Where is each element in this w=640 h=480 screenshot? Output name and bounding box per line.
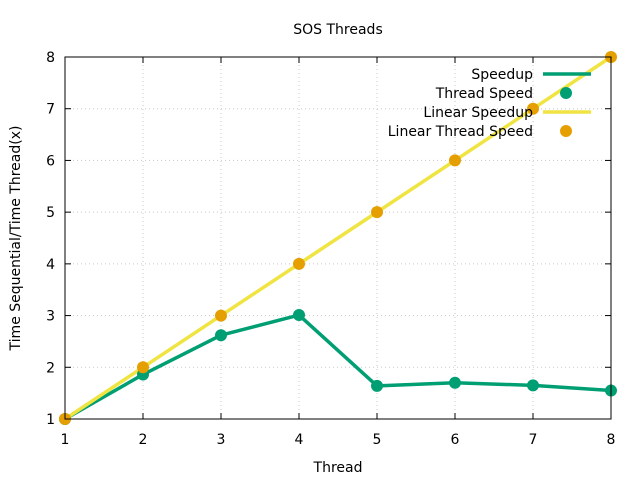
y-tick-label: 8 — [46, 50, 55, 66]
legend-label: Thread Speed — [435, 86, 533, 102]
series-line-speedup — [64, 313, 612, 421]
y-tick-label: 6 — [46, 153, 55, 169]
y-tick-label: 5 — [46, 205, 55, 221]
data-point-linear-thread-speed — [371, 206, 383, 219]
data-point-linear-thread-speed — [215, 309, 227, 322]
x-tick-label: 7 — [529, 432, 538, 448]
legend: Speedup Thread Speed Linear Speedup Linear … — [388, 67, 591, 140]
data-point-linear-thread-speed — [137, 361, 149, 374]
plot-frame — [64, 56, 612, 420]
y-tick-label: 7 — [46, 102, 55, 118]
x-tick-label: 5 — [373, 432, 382, 448]
series-points — [59, 51, 617, 425]
data-point-thread-speed — [293, 309, 305, 322]
y-tick-label: 2 — [46, 360, 55, 376]
legend-point-swatch — [560, 125, 572, 137]
data-point-linear-thread-speed — [293, 257, 305, 270]
x-tick-label: 8 — [607, 432, 616, 448]
x-tick-label: 3 — [217, 432, 226, 448]
x-axis-label: Thread — [313, 460, 363, 476]
chart-title: SOS Threads — [293, 22, 383, 38]
data-point-linear-thread-speed — [449, 154, 461, 167]
x-tick-label: 1 — [61, 432, 70, 448]
x-tick-label: 2 — [139, 432, 148, 448]
y-tick-label: 4 — [46, 257, 55, 273]
legend-label: Speedup — [471, 67, 533, 83]
grid-lines — [65, 57, 611, 419]
data-point-thread-speed — [371, 379, 383, 392]
y-tick-label: 3 — [46, 309, 55, 325]
series-line-linear-speedup — [64, 55, 612, 421]
y-axis-label: Time Sequential/Time Thread(x) — [8, 126, 24, 352]
x-tick-label: 4 — [295, 432, 304, 448]
data-point-linear-thread-speed — [527, 102, 539, 115]
series-lines — [64, 55, 612, 421]
legend-point-swatch — [560, 87, 572, 99]
data-point-thread-speed — [215, 329, 227, 342]
data-point-thread-speed — [527, 379, 539, 392]
legend-label: Linear Speedup — [423, 105, 533, 121]
axis-ticks: 1 2 3 4 5 6 7 8 1 2 3 4 5 6 7 8 — [46, 50, 615, 448]
legend-label: Linear Thread Speed — [388, 124, 533, 140]
x-tick-label: 6 — [451, 432, 460, 448]
data-point-thread-speed — [449, 376, 461, 389]
y-tick-label: 1 — [46, 412, 55, 428]
